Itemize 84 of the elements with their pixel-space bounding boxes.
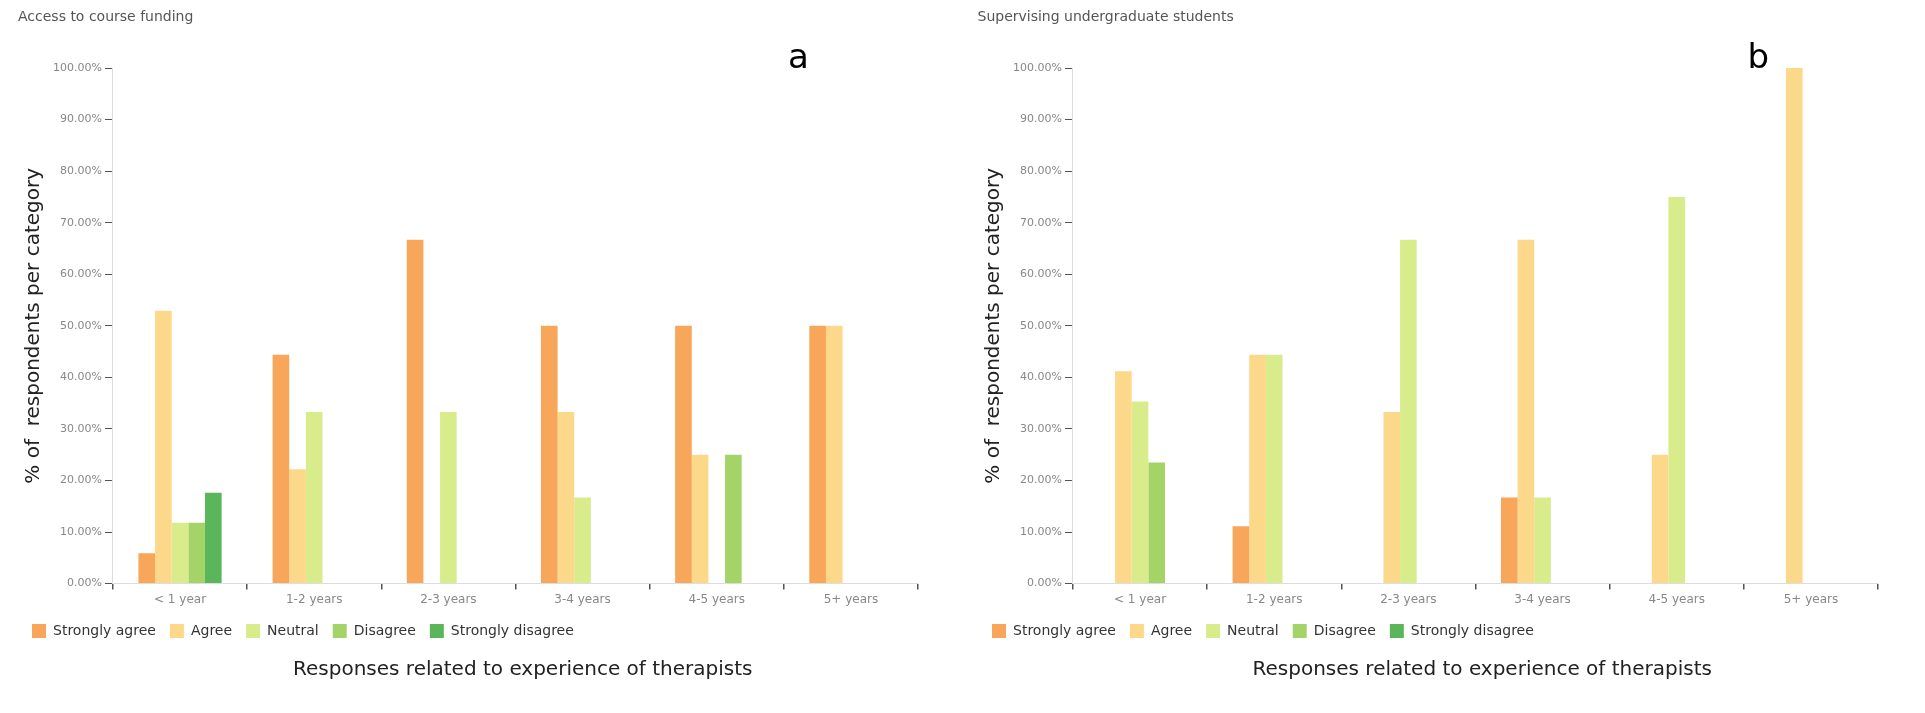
bar — [155, 310, 172, 584]
x-tick-label: 1-2 years — [1245, 591, 1302, 606]
y-tick-label: 30.00% — [59, 421, 102, 435]
y-tick-label: 100.00% — [52, 60, 102, 74]
bar — [1232, 526, 1249, 584]
x-tick-label: 2-3 years — [1379, 591, 1437, 606]
bar — [1399, 239, 1417, 584]
annotation: a — [788, 36, 809, 76]
x-tick-label: 1-2 years — [285, 591, 343, 606]
y-tick-label: 30.00% — [1019, 421, 1062, 435]
y-tick-label: 10.00% — [1019, 524, 1062, 538]
y-tick-label: 20.00% — [1019, 473, 1062, 487]
legend-label: Strongly agree — [1012, 621, 1116, 638]
bar — [1131, 401, 1148, 584]
bar — [138, 553, 156, 584]
legend-label: Strongly disagree — [450, 621, 574, 638]
bar — [1651, 454, 1668, 584]
y-tick-label: 0.00% — [1026, 576, 1062, 590]
bar — [1248, 354, 1266, 584]
y-tick-label: 50.00% — [59, 318, 102, 332]
bar — [1500, 497, 1518, 584]
bar — [1533, 497, 1551, 584]
x-tick-label: 3-4 years — [1513, 591, 1571, 606]
y-tick-label: 90.00% — [59, 112, 102, 126]
bar — [289, 469, 306, 584]
bar — [1382, 411, 1400, 584]
bar — [574, 497, 591, 584]
y-tick-label: 80.00% — [1019, 163, 1062, 177]
y-tick-label: 60.00% — [1019, 267, 1062, 281]
bar — [809, 325, 826, 584]
x-tick-label: 5+ years — [1783, 591, 1838, 606]
bar — [204, 492, 222, 584]
y-tick-label: 70.00% — [1019, 215, 1062, 229]
legend-label: Agree — [1150, 621, 1192, 638]
bar — [1517, 239, 1534, 584]
legend-label: Strongly disagree — [1410, 621, 1534, 638]
bar — [1785, 68, 1803, 584]
chart-title: Access to course funding — [18, 8, 194, 24]
x-axis-title: Responses related to experience of therapists — [292, 656, 754, 680]
bar — [675, 325, 692, 584]
bar — [1147, 462, 1165, 584]
x-tick-label: 4-5 years — [1648, 591, 1705, 606]
y-tick-label: 70.00% — [59, 215, 102, 229]
x-tick-label: 2-3 years — [420, 591, 477, 606]
bar — [825, 325, 843, 584]
y-tick-label: 80.00% — [59, 163, 102, 177]
y-tick-label: 60.00% — [59, 267, 102, 281]
bar — [406, 239, 424, 584]
y-axis-title: % of respondents per category — [979, 167, 1004, 484]
bar — [188, 522, 205, 584]
bar — [1265, 354, 1283, 584]
bar — [691, 454, 709, 584]
bar — [725, 454, 742, 584]
y-tick-label: 100.00% — [1012, 60, 1062, 74]
x-tick-label: 4-5 years — [688, 591, 745, 606]
y-tick-label: 10.00% — [59, 524, 102, 538]
bar — [557, 411, 575, 584]
x-tick-label: < 1 year — [1113, 591, 1166, 606]
y-tick-label: 40.00% — [59, 370, 102, 384]
bar — [440, 411, 457, 584]
bar — [540, 325, 558, 584]
legend-label: Disagree — [353, 621, 416, 638]
bar — [305, 411, 323, 584]
bar — [272, 354, 290, 584]
y-tick-label: 0.00% — [66, 576, 102, 590]
y-tick-label: 50.00% — [1019, 318, 1062, 332]
legend-label: Neutral — [1226, 621, 1279, 638]
y-tick-label: 90.00% — [1019, 112, 1062, 126]
x-tick-label: < 1 year — [153, 591, 207, 606]
legend-label: Agree — [190, 621, 233, 638]
x-tick-label: 5+ years — [823, 591, 879, 606]
legend-label: Neutral — [267, 621, 319, 638]
y-axis-title: % of respondents per category — [20, 167, 45, 484]
chart-title: Supervising undergraduate students — [977, 8, 1234, 24]
annotation: b — [1747, 36, 1770, 76]
y-tick-label: 40.00% — [1019, 370, 1062, 384]
legend-label: Disagree — [1313, 621, 1376, 638]
y-tick-label: 20.00% — [59, 473, 102, 487]
bar — [171, 522, 189, 584]
bar — [1667, 196, 1685, 584]
x-tick-label: 3-4 years — [554, 591, 611, 606]
legend-label: Strongly agree — [53, 621, 156, 638]
x-axis-title: Responses related to experience of therapists — [1251, 656, 1713, 680]
bar — [1114, 371, 1132, 584]
